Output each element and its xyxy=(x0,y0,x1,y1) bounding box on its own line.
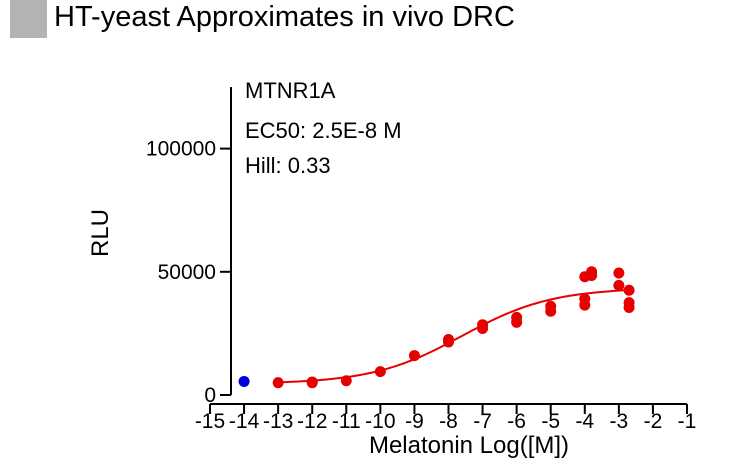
point-mtnr1a-9 xyxy=(477,319,489,331)
x-tick-label-11: -4 xyxy=(575,410,594,433)
y-tick-label-2: 100000 xyxy=(146,138,216,161)
y-tick-label-1: 50000 xyxy=(158,261,216,284)
x-tick-label-0: -15 xyxy=(195,410,225,433)
x-tick-label-12: -3 xyxy=(610,410,629,433)
y-axis-label: RLU xyxy=(87,209,114,257)
x-tick-label-2: -13 xyxy=(263,410,293,433)
point-control-0 xyxy=(238,375,250,387)
y-tick-label-0: 0 xyxy=(204,384,216,407)
x-tick-label-10: -5 xyxy=(541,410,560,433)
point-mtnr1a-13 xyxy=(545,300,557,312)
fit-curve xyxy=(278,289,630,384)
x-tick-label-7: -8 xyxy=(439,410,458,433)
point-mtnr1a-3 xyxy=(340,375,352,387)
x-tick-label-1: -14 xyxy=(229,410,260,433)
annotation-receptor: MTNR1A xyxy=(245,78,336,103)
point-mtnr1a-5 xyxy=(408,350,420,362)
x-tick-label-3: -12 xyxy=(297,410,327,433)
point-mtnr1a-18 xyxy=(586,266,598,278)
x-tick-label-9: -6 xyxy=(507,410,526,433)
x-tick-label-8: -7 xyxy=(473,410,492,433)
point-mtnr1a-22 xyxy=(623,297,635,309)
point-mtnr1a-20 xyxy=(613,267,625,279)
annotation-hill: Hill: 0.33 xyxy=(245,153,331,178)
x-tick-label-13: -2 xyxy=(644,410,663,433)
chart-title: HT-yeast Approximates in vivo DRC xyxy=(54,1,515,33)
point-mtnr1a-2 xyxy=(306,376,318,388)
x-tick-label-5: -10 xyxy=(365,410,395,433)
point-mtnr1a-11 xyxy=(511,311,523,323)
x-tick-label-14: -1 xyxy=(678,410,697,433)
point-mtnr1a-23 xyxy=(623,284,635,296)
x-tick-label-6: -9 xyxy=(405,410,424,433)
point-mtnr1a-19 xyxy=(613,279,625,291)
point-mtnr1a-7 xyxy=(443,334,454,346)
panel-label-tab xyxy=(10,0,47,38)
x-tick-label-4: -11 xyxy=(332,410,361,433)
point-mtnr1a-4 xyxy=(374,366,386,378)
point-mtnr1a-15 xyxy=(579,293,591,305)
point-mtnr1a-0 xyxy=(272,377,284,389)
x-axis-label: Melatonin Log([M]) xyxy=(369,432,569,459)
annotation-ec50: EC50: 2.5E-8 M xyxy=(245,118,402,143)
